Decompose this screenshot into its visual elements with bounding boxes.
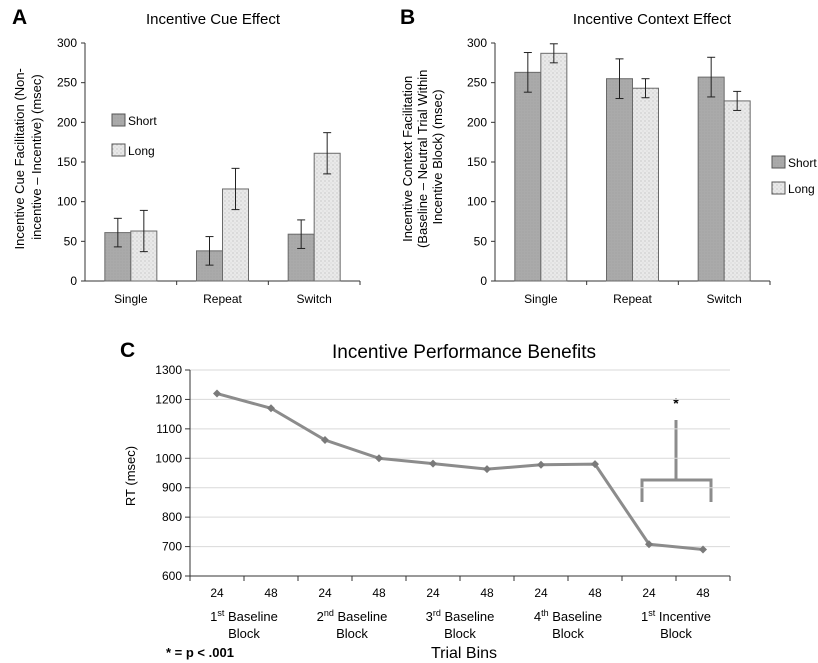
legend-b-short-label: Short bbox=[788, 156, 817, 170]
chart-b-category-label: Single bbox=[524, 292, 558, 306]
chart-b-ylabel-line1: Incentive Context Facilitation bbox=[400, 76, 415, 242]
chart-c-series-line bbox=[216, 392, 704, 552]
chart-c-ytick-label: 1300 bbox=[155, 363, 182, 377]
legend-b-long-label: Long bbox=[788, 182, 815, 196]
chart-b-ytick-label: 0 bbox=[480, 274, 487, 288]
chart-c-xtick-label: 24 bbox=[210, 586, 224, 600]
chart-a-ytick-label: 150 bbox=[57, 155, 77, 169]
chart-c-xtick-label: 24 bbox=[534, 586, 548, 600]
chart-a-title: Incentive Cue Effect bbox=[146, 11, 281, 28]
chart-a-category-label: Switch bbox=[296, 292, 331, 306]
chart-b-ytick-label: 250 bbox=[467, 76, 487, 90]
chart-c-xtick-label: 24 bbox=[426, 586, 440, 600]
chart-c-group-label: 1st Incentive bbox=[641, 608, 711, 624]
chart-c-data-point bbox=[591, 460, 599, 469]
chart-c-data-point bbox=[267, 404, 275, 413]
chart-a-bar-long bbox=[222, 188, 249, 282]
chart-a-ytick-label: 100 bbox=[57, 195, 77, 209]
chart-c-ytick-label: 1200 bbox=[155, 392, 182, 406]
chart-b-ytick-label: 200 bbox=[467, 115, 487, 129]
chart-c-ytick-label: 1000 bbox=[155, 451, 182, 465]
chart-c-data-point bbox=[213, 389, 221, 398]
chart-a-bar-long bbox=[130, 230, 158, 282]
chart-b-bar-short bbox=[697, 76, 725, 282]
chart-c-xtick-label: 48 bbox=[264, 586, 278, 600]
chart-c-group-label-line2: Block bbox=[228, 626, 260, 641]
legend-a-short-swatch bbox=[111, 113, 126, 127]
chart-c: Incentive Performance Benefits RT (msec)… bbox=[123, 342, 731, 662]
chart-a-ytick-label: 300 bbox=[57, 36, 77, 50]
chart-b-ytick-label: 100 bbox=[467, 195, 487, 209]
chart-c-ytick-label: 600 bbox=[162, 569, 182, 583]
chart-a: Incentive Cue Effect Incentive Cue Facil… bbox=[12, 11, 361, 306]
panel-letter-a: A bbox=[12, 6, 27, 29]
chart-c-ytick-label: 900 bbox=[162, 481, 182, 495]
chart-a-category-label: Repeat bbox=[203, 292, 242, 306]
legend-b-long-swatch bbox=[771, 181, 786, 195]
chart-b-category-label: Repeat bbox=[613, 292, 652, 306]
chart-c-xtick-label: 48 bbox=[480, 586, 494, 600]
chart-b: Incentive Context Effect Incentive Conte… bbox=[400, 11, 817, 306]
chart-b-title: Incentive Context Effect bbox=[573, 11, 732, 28]
chart-c-group-label-line2: Block bbox=[444, 626, 476, 641]
chart-a-ytick-label: 200 bbox=[57, 115, 77, 129]
chart-b-bar-short bbox=[514, 71, 542, 282]
chart-c-group-label-line2: Block bbox=[552, 626, 584, 641]
chart-c-group-label-line2: Block bbox=[336, 626, 368, 641]
chart-c-xtick-label: 24 bbox=[642, 586, 656, 600]
chart-c-group-label: 3rd Baseline bbox=[426, 608, 495, 624]
chart-c-ytick-label: 1100 bbox=[156, 422, 182, 436]
chart-c-ytick-label: 800 bbox=[162, 510, 182, 524]
significance-bracket bbox=[640, 478, 713, 502]
chart-a-ytick-label: 0 bbox=[70, 274, 77, 288]
chart-b-ylabel-line3: Incentive Block) (msec) bbox=[430, 89, 445, 224]
chart-c-xtick-label: 48 bbox=[696, 586, 710, 600]
chart-c-data-point bbox=[483, 465, 491, 474]
chart-b-bar-long bbox=[632, 87, 659, 282]
chart-c-group-label: 4th Baseline bbox=[534, 608, 602, 624]
significance-marker: * bbox=[673, 395, 679, 411]
chart-c-xtick-label: 24 bbox=[318, 586, 332, 600]
chart-a-ylabel: Incentive Cue Facilitation (Non- incenti… bbox=[12, 65, 44, 250]
chart-b-ylabel: Incentive Context Facilitation (Baseline… bbox=[400, 66, 445, 248]
chart-c-group-label: 1st Baseline bbox=[210, 608, 278, 624]
chart-a-bar-long bbox=[313, 152, 341, 282]
legend-a-long-label: Long bbox=[128, 144, 155, 158]
panel-letter-c: C bbox=[120, 339, 135, 362]
chart-a-ylabel-line1: Incentive Cue Facilitation (Non- bbox=[12, 68, 27, 249]
chart-c-title: Incentive Performance Benefits bbox=[332, 342, 596, 363]
chart-c-xlabel: Trial Bins bbox=[431, 645, 497, 662]
chart-a-ylabel-line2: incentive – Incentive) (msec) bbox=[29, 74, 44, 239]
chart-c-xtick-label: 48 bbox=[372, 586, 386, 600]
chart-c-data-point bbox=[375, 454, 383, 463]
chart-c-data-point bbox=[537, 460, 545, 469]
chart-c-ytick-label: 700 bbox=[162, 540, 182, 554]
chart-c-data-point bbox=[321, 436, 329, 445]
chart-b-ytick-label: 150 bbox=[467, 155, 487, 169]
chart-c-data-point bbox=[429, 459, 437, 468]
chart-b-ytick-label: 50 bbox=[474, 234, 488, 248]
chart-b-bar-long bbox=[540, 52, 568, 282]
legend-a-long-swatch bbox=[111, 143, 126, 157]
chart-c-data-point bbox=[645, 540, 653, 549]
chart-c-footnote: * = p < .001 bbox=[166, 645, 234, 660]
chart-c-ylabel: RT (msec) bbox=[123, 446, 138, 506]
chart-b-ytick-label: 300 bbox=[467, 36, 487, 50]
chart-a-ytick-label: 50 bbox=[64, 234, 78, 248]
chart-c-group-label-line2: Block bbox=[660, 626, 692, 641]
chart-a-category-label: Single bbox=[114, 292, 148, 306]
chart-b-category-label: Switch bbox=[706, 292, 741, 306]
chart-c-xtick-label: 48 bbox=[588, 586, 602, 600]
legend-b-short-swatch bbox=[771, 155, 786, 169]
chart-b-bar-short bbox=[606, 78, 633, 282]
chart-b-bar-long bbox=[723, 100, 751, 282]
chart-a-ytick-label: 250 bbox=[57, 76, 77, 90]
chart-c-group-labels: 1st Baseline Block 2nd Baseline Block 3rd Ba… bbox=[210, 608, 711, 641]
panel-letter-b: B bbox=[400, 6, 415, 29]
chart-c-data-point bbox=[699, 545, 707, 554]
legend-a-short-label: Short bbox=[128, 114, 157, 128]
chart-c-group-label: 2nd Baseline bbox=[317, 608, 388, 624]
chart-b-ylabel-line2: (Baseline – Neutral Trial Within bbox=[415, 70, 430, 248]
